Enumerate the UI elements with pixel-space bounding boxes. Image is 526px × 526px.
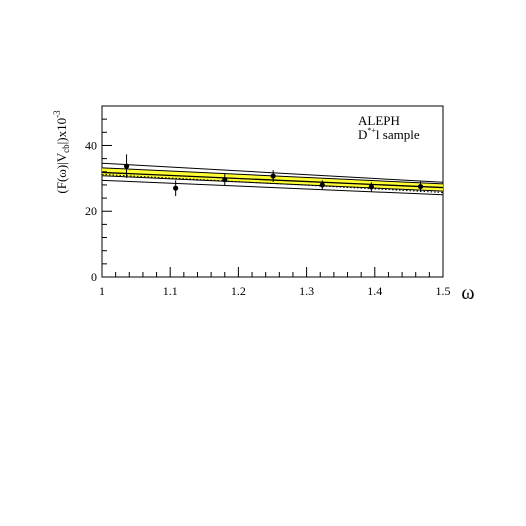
dotted-fit-line <box>102 173 443 193</box>
y-label-mid: |)x10 <box>54 118 69 144</box>
x-axis-label: ω <box>461 282 474 304</box>
x-tick-label: 1.5 <box>436 284 451 298</box>
x-tick-label: 1 <box>99 284 105 298</box>
data-point <box>270 173 276 179</box>
data-point <box>123 163 130 169</box>
x-tick-label: 1.1 <box>163 284 178 298</box>
outer-lower-line <box>102 179 443 196</box>
y-tick-label: 20 <box>85 204 97 218</box>
x-tick-label: 1.2 <box>231 284 246 298</box>
y-tick-label: 0 <box>91 270 97 284</box>
y-label-main: (F(ω)|V <box>54 152 69 193</box>
outer-upper-line <box>102 162 443 183</box>
annotation-sample: D*+l sample <box>358 126 420 142</box>
y-axis-label: (F(ω)|Vcb|)x10-3 <box>52 110 71 194</box>
x-tick-label: 1.4 <box>367 284 382 298</box>
data-point <box>417 183 424 190</box>
fit-central-line <box>102 171 443 189</box>
band-lower-line <box>102 175 443 192</box>
annotation-sup: *+ <box>367 126 376 135</box>
y-label-sub: cb <box>61 144 71 153</box>
annotation-aleph: ALEPH <box>358 113 400 128</box>
x-tick-label: 1.3 <box>299 284 314 298</box>
annotation-rest: l sample <box>376 127 420 142</box>
data-point <box>173 185 179 191</box>
plot-frame <box>101 105 444 278</box>
y-label-sup: -3 <box>52 110 62 118</box>
data-point <box>319 182 325 188</box>
annotation-d: D <box>358 127 367 142</box>
y-tick-label: 40 <box>85 138 97 152</box>
data-point <box>222 177 228 183</box>
data-point <box>368 184 374 190</box>
